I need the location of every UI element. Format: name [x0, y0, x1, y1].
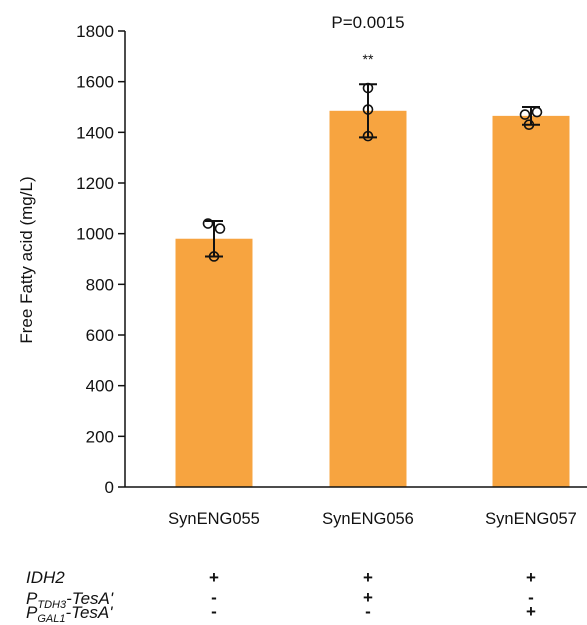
y-tick-label: 1200 [76, 174, 114, 193]
x-category-label: SynENG057 [485, 510, 577, 528]
p-value-annotation: P=0.0015 [331, 13, 404, 32]
significance-stars: ** [363, 51, 374, 67]
row-label-prefix: P [26, 589, 38, 608]
data-point [362, 104, 374, 115]
y-tick-label: 800 [86, 275, 114, 294]
row-label-gene: IDH2 [26, 568, 65, 587]
y-tick-label: 200 [86, 427, 114, 446]
bar-syneng055 [175, 238, 253, 487]
row-label-ptdh3-tesa: PTDH3-TesA' [26, 589, 113, 611]
bar-syneng057 [492, 115, 570, 487]
x-category-label: SynENG055 [168, 510, 260, 528]
cell-ptdh3-synen056: + [363, 588, 373, 607]
cell-ptdh3-synen055: - [211, 588, 217, 607]
cell-pgal1-synen055: - [211, 602, 217, 621]
y-tick-label: 1600 [76, 73, 114, 92]
cell-idh2-synen057: + [526, 568, 536, 587]
row-label-subscript: GAL1 [37, 613, 66, 625]
data-point [214, 223, 226, 234]
y-tick-label: 0 [105, 478, 114, 497]
data-point [531, 106, 543, 118]
cell-ptdh3-synen057: - [528, 588, 534, 607]
y-tick-label: 400 [86, 377, 114, 396]
data-point [362, 82, 374, 94]
y-tick-label: 600 [86, 326, 114, 345]
y-tick-label: 1400 [76, 123, 114, 142]
y-tick-label: 1800 [76, 22, 114, 41]
x-category-label: SynENG056 [322, 510, 414, 528]
row-label-suffix: -TesA' [65, 603, 113, 622]
row-label-suffix: -TesA' [66, 589, 114, 608]
row-label-idh2: IDH2 [26, 568, 65, 588]
data-point [362, 130, 374, 142]
row-label-prefix: P [26, 603, 38, 622]
cell-idh2-synen055: + [209, 568, 219, 587]
data-point [523, 119, 535, 131]
cell-pgal1-synen056: - [365, 602, 371, 621]
cell-idh2-synen056: + [363, 568, 373, 587]
cell-pgal1-synen057: + [526, 602, 536, 621]
bar-chart: Free Fatty acid (mg/L) 0 200 400 600 800 1000… [17, 13, 587, 528]
row-label-subscript: TDH3 [37, 599, 67, 611]
data-point [519, 109, 531, 120]
y-axis-label: Free Fatty acid (mg/L) [17, 176, 36, 343]
data-point [202, 218, 214, 229]
y-tick-label: 1000 [76, 225, 114, 244]
row-label-pgal1-tesa: PGAL1-TesA' [26, 603, 113, 625]
data-point [208, 251, 220, 262]
bar-syneng056 [329, 110, 407, 488]
